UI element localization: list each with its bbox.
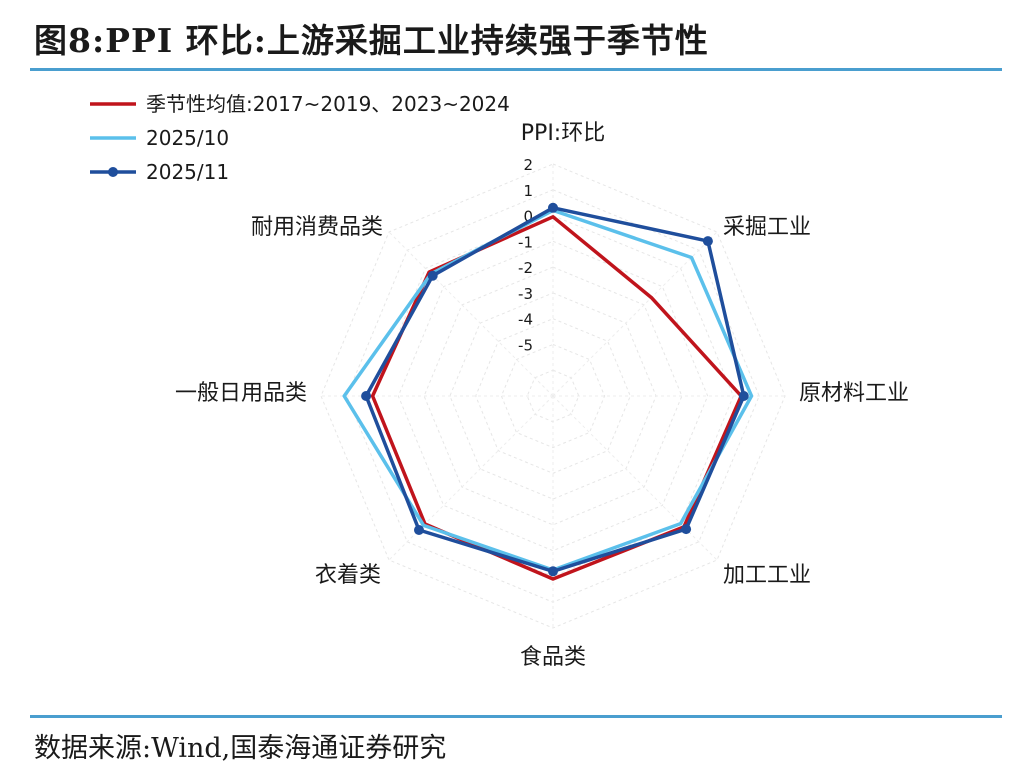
radial-tick-label: -5 — [518, 336, 533, 354]
radial-tick-label: -2 — [518, 259, 533, 277]
axis-label-6: 衣着类 — [315, 563, 381, 588]
axis-label-3: 原材料工业 — [799, 381, 909, 406]
radial-tick-label: -1 — [518, 233, 533, 251]
series-3-marker — [414, 525, 424, 535]
grid-ring — [397, 240, 709, 552]
axis-label-1: PPI:环比 — [521, 121, 605, 146]
legend-marker-3 — [108, 167, 118, 177]
series-3-marker — [738, 391, 749, 401]
radial-tick-label: 1 — [523, 182, 533, 200]
grid-spoke — [388, 231, 554, 397]
grid-ring — [500, 343, 606, 449]
legend-label-2: 2025/10 — [146, 126, 229, 150]
grid-ring — [475, 318, 631, 474]
grid-spoke — [552, 231, 718, 397]
axis-label-8: 耐用消费品类 — [251, 215, 383, 240]
source-note: 数据来源:Wind,国泰海通证券研究 — [34, 733, 447, 764]
series-3-marker — [681, 524, 692, 535]
series-3-marker — [361, 391, 372, 401]
axis-label-4: 加工工业 — [723, 563, 811, 588]
axis-label-5: 食品类 — [520, 645, 586, 670]
legend-label-1: 季节性均值:2017~2019、2023~2024 — [146, 92, 510, 116]
series-3-marker — [702, 236, 713, 247]
radial-tick-label: 2 — [523, 156, 533, 174]
axis-label-2: 采掘工业 — [723, 215, 811, 240]
source-divider — [30, 715, 1002, 718]
axis-label-7: 一般日用品类 — [175, 381, 307, 406]
series-3-marker — [548, 202, 558, 213]
legend-label-3: 2025/11 — [146, 160, 229, 184]
grid-ring — [320, 163, 786, 629]
figure-title: 图8:PPI 环比:上游采掘工业持续强于季节性 — [34, 21, 709, 60]
radial-tick-label: 0 — [523, 208, 533, 226]
series-3-marker — [427, 270, 438, 281]
grid-spoke — [388, 395, 554, 561]
radial-tick-label: -3 — [518, 285, 533, 303]
radial-tick-label: -4 — [518, 311, 533, 329]
grid-spoke — [552, 395, 718, 561]
series-3-marker — [548, 566, 558, 577]
title-divider — [30, 68, 1002, 71]
